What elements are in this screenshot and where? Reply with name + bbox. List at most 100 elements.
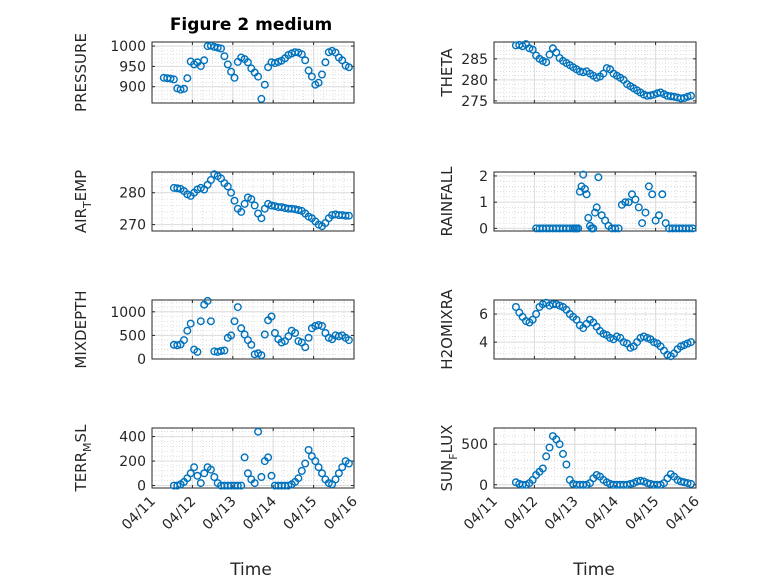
panel-terr-msl: 0 200 400 TERRMSL 04/11 04/12 04/13 04/14 04/15 0… [72, 424, 361, 533]
data-point [641, 208, 650, 217]
x-tick-label: 04/13 [542, 494, 582, 534]
data-point [611, 224, 620, 233]
data-point [233, 481, 242, 490]
data-point [589, 224, 598, 233]
x-axis-label-left: Time [229, 560, 272, 580]
panel-h2omixra: 4 6 H2OMIXRA [438, 289, 697, 370]
data-point [243, 58, 252, 67]
data-point [624, 198, 633, 207]
data-point [584, 213, 593, 222]
y-tick-label: 270 [119, 218, 146, 234]
data-point [687, 479, 696, 488]
data-point [183, 74, 192, 83]
data-point [338, 463, 347, 472]
data-point [233, 303, 242, 312]
data-point [688, 224, 697, 233]
data-point [559, 449, 568, 458]
data-point [247, 195, 256, 204]
data-point [230, 196, 239, 205]
data-point [216, 347, 225, 356]
data-point [173, 184, 182, 193]
data-point [344, 459, 353, 468]
data-point [200, 56, 209, 65]
data-point [176, 85, 185, 94]
data-point [193, 347, 202, 356]
data-point [555, 440, 564, 449]
data-point [318, 322, 327, 331]
figure-title: Figure 2 medium [170, 15, 332, 35]
data-point [297, 50, 306, 59]
data-point [687, 91, 696, 100]
data-point [173, 341, 182, 350]
y-tick-label: 950 [119, 59, 146, 75]
data-point [314, 321, 323, 330]
y-tick-label: 2 [479, 169, 488, 185]
data-point [254, 72, 263, 81]
data-point [257, 351, 266, 360]
axes-box [493, 41, 697, 104]
data-point [267, 471, 276, 480]
data-point [230, 73, 239, 82]
panel-pressure: 900 950 1000 PRESSURE [72, 33, 355, 112]
x-tick-label: 04/15 [281, 494, 321, 534]
data-point [294, 474, 303, 483]
y-tick-label: 500 [461, 437, 488, 453]
x-tick-label: 04/11 [119, 494, 159, 534]
y-tick-label: 285 [461, 52, 488, 68]
data-point [545, 443, 554, 452]
y-tick-label: 6 [479, 307, 488, 323]
data-point [206, 175, 215, 184]
axes-box [151, 427, 355, 489]
data-point [183, 326, 192, 335]
data-point [196, 62, 205, 71]
data-point [243, 469, 252, 478]
data-point [592, 203, 601, 212]
data-point [511, 303, 520, 312]
data-point [532, 310, 541, 319]
axes-box [151, 171, 355, 232]
data-point [200, 469, 209, 478]
axes-box [493, 427, 697, 489]
y-axis-label: PRESSURE [72, 33, 90, 112]
data-point [334, 469, 343, 478]
data-point [687, 338, 696, 347]
y-tick-label: 280 [119, 186, 146, 202]
x-tick-label: 04/12 [159, 494, 199, 534]
y-tick-label: 200 [119, 454, 146, 470]
data-point [304, 446, 313, 455]
data-point [631, 195, 640, 204]
data-point [294, 205, 303, 214]
data-point [321, 58, 330, 67]
data-point [314, 463, 323, 472]
data-point [579, 170, 588, 179]
panel-air-temp: 270 280 AIRTEMP [72, 170, 355, 234]
panel-rainfall: 0 1 2 RAINFALL [438, 166, 697, 237]
data-point [307, 72, 316, 81]
data-point [257, 473, 266, 482]
data-point [186, 469, 195, 478]
axes-box [151, 41, 355, 104]
y-axis-label: MIXDEPTH [72, 290, 90, 368]
data-point [240, 199, 249, 208]
data-point [223, 182, 232, 191]
data-point [206, 465, 215, 474]
data-point [196, 317, 205, 326]
y-tick-label: 1000 [110, 39, 146, 55]
data-point [240, 453, 249, 462]
data-point [304, 333, 313, 342]
y-tick-label: 0 [479, 221, 488, 237]
data-point [644, 182, 653, 191]
data-point [247, 340, 256, 349]
data-point [203, 296, 212, 305]
data-point [572, 315, 581, 324]
data-point [227, 188, 236, 197]
data-point [220, 52, 229, 61]
data-point [574, 224, 583, 233]
data-point [230, 317, 239, 326]
data-point [344, 336, 353, 345]
data-point [237, 324, 246, 333]
data-point [270, 329, 279, 338]
y-tick-label: 0 [137, 479, 146, 495]
data-point [179, 336, 188, 345]
data-point [528, 45, 537, 54]
